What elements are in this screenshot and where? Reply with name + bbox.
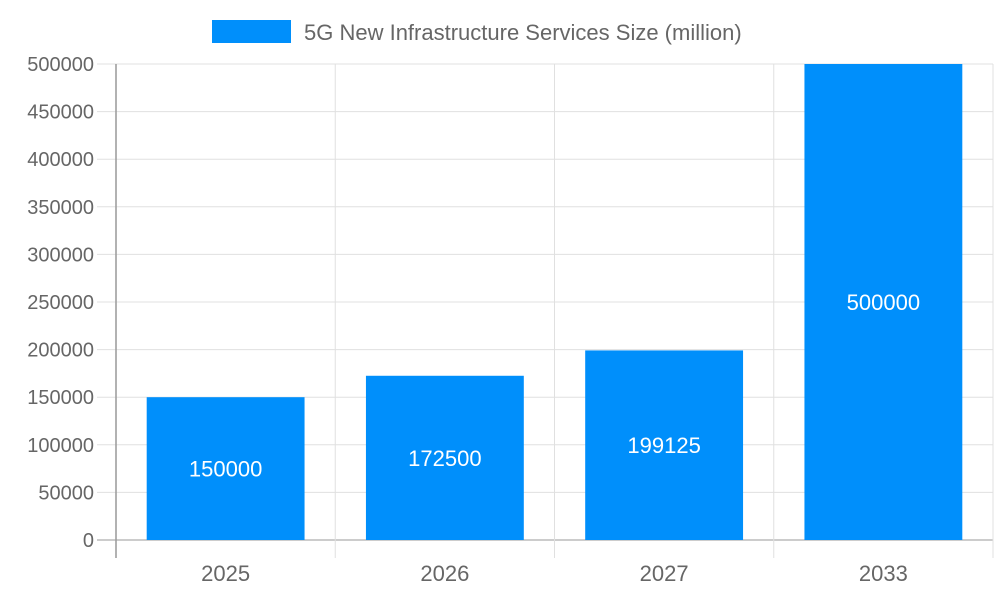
y-tick-label: 250000 xyxy=(27,292,94,314)
data-label: 172500 xyxy=(408,446,481,471)
y-tick-label: 450000 xyxy=(27,102,94,124)
bar-2027[interactable] xyxy=(585,350,744,540)
bar-2025[interactable] xyxy=(146,397,305,540)
y-tick-label: 0 xyxy=(83,530,94,552)
y-tick-label: 400000 xyxy=(27,149,94,171)
x-tick-label: 2033 xyxy=(859,561,908,586)
x-tick-label: 2027 xyxy=(640,561,689,586)
y-tick-label: 50000 xyxy=(38,482,94,504)
axes: 0 50000 100000 150000 200000 250000 300000 3500… xyxy=(27,54,908,586)
data-label: 150000 xyxy=(189,457,262,482)
legend-swatch xyxy=(212,20,291,43)
data-label: 199125 xyxy=(627,433,700,458)
y-tick-label: 200000 xyxy=(27,340,94,362)
y-tick-label: 150000 xyxy=(27,387,94,409)
legend-label: 5G New Infrastructure Services Size (mil… xyxy=(304,20,742,45)
data-label: 500000 xyxy=(847,290,920,315)
y-tick-label: 300000 xyxy=(27,244,94,266)
grid xyxy=(97,63,994,558)
bars: 150000 172500 199125 500000 xyxy=(146,64,963,540)
y-tick-label: 100000 xyxy=(27,435,94,457)
bar-2026[interactable] xyxy=(365,375,524,540)
y-tick-label: 350000 xyxy=(27,197,94,219)
y-tick-label: 500000 xyxy=(27,54,94,76)
x-tick-label: 2026 xyxy=(420,561,469,586)
bar-2033[interactable] xyxy=(804,64,963,540)
legend[interactable]: 5G New Infrastructure Services Size (mil… xyxy=(212,20,742,45)
x-tick-label: 2025 xyxy=(201,561,250,586)
